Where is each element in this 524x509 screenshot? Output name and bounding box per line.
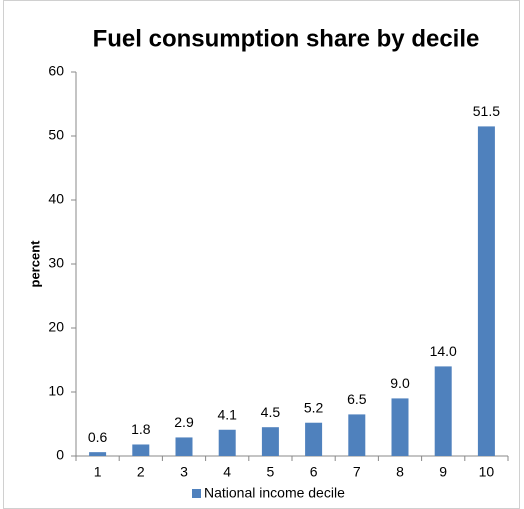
y-tick-label: 10 [48,383,64,399]
bar [434,366,452,456]
y-tick-label: 60 [48,63,64,79]
data-label: 6.5 [347,391,367,407]
bar [305,422,323,456]
data-label: 9.0 [390,375,410,391]
data-label: 51.5 [473,103,500,119]
y-tick-label: 30 [48,255,64,271]
x-tick-label: 4 [223,464,231,480]
bar [89,452,107,456]
x-tick-label: 8 [396,464,404,480]
x-tick-label: 10 [479,464,495,480]
x-tick-label: 9 [439,464,447,480]
chart-title: Fuel consumption share by decile [93,25,480,52]
y-tick-label: 40 [48,191,64,207]
data-label: 14.0 [430,343,457,359]
chart-border [3,0,520,509]
y-tick-label: 20 [48,319,64,335]
bar [391,398,409,456]
data-label: 0.6 [88,429,108,445]
bar [175,437,193,456]
data-label: 2.9 [174,414,194,430]
data-label: 1.8 [131,421,151,437]
bar [477,126,495,457]
x-tick-label: 5 [267,464,275,480]
bar [132,444,150,456]
x-tick-label: 3 [180,464,188,480]
data-label: 5.2 [304,399,324,415]
x-tick-label: 6 [310,464,318,480]
x-tick-label: 2 [137,464,145,480]
y-tick-label: 0 [56,447,64,463]
x-tick-label: 1 [94,464,102,480]
y-tick-label: 50 [48,127,64,143]
legend-label: National income decile [204,485,345,501]
x-tick-label: 7 [353,464,361,480]
legend-swatch [192,489,201,498]
y-axis-label: percent [27,240,42,288]
bar [348,414,366,456]
data-label: 4.5 [261,404,281,420]
bar [261,427,279,456]
data-label: 4.1 [217,406,237,422]
bar [218,429,236,456]
